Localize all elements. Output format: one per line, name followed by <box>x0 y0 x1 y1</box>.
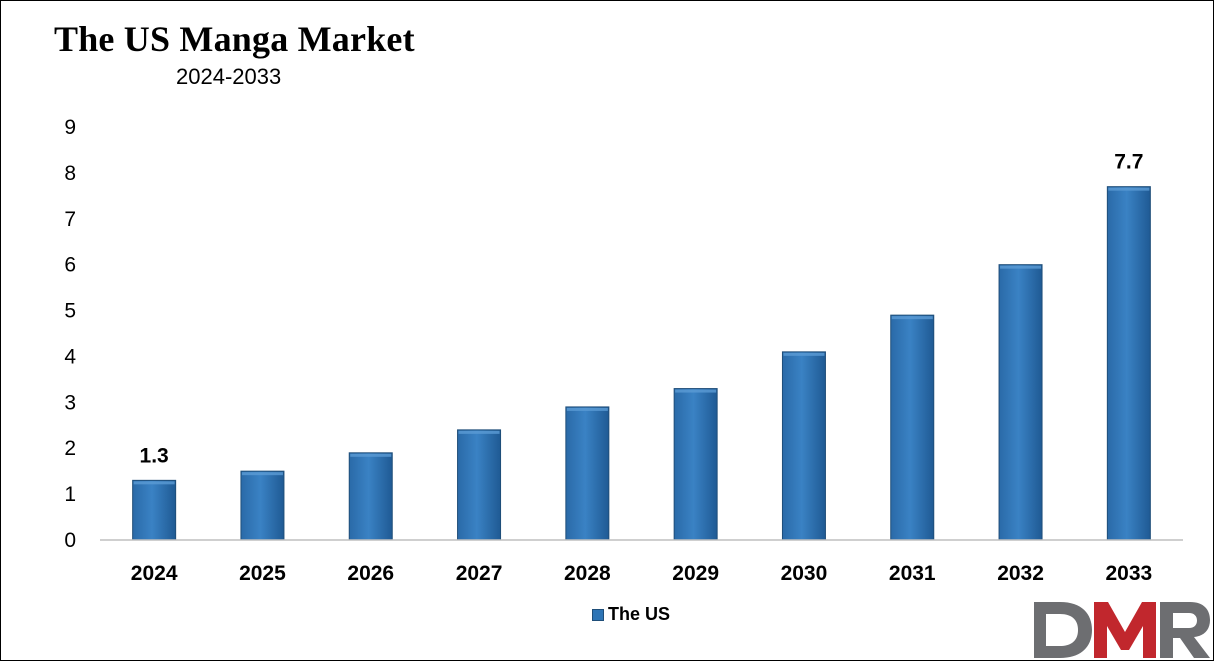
y-tick-label: 6 <box>64 254 76 277</box>
bar-highlight <box>133 481 175 485</box>
y-tick-label: 5 <box>64 300 76 323</box>
bar <box>132 479 177 541</box>
y-tick-label: 7 <box>64 208 76 231</box>
bar <box>457 429 502 541</box>
x-axis: 2024 2025 2026 2027 2028 2029 2030 2031 2032 2033 <box>100 539 1183 585</box>
bar <box>348 452 393 541</box>
y-tick-label: 1 <box>64 483 76 506</box>
x-tick-label: 2031 <box>889 562 936 585</box>
bar-highlight <box>783 352 825 356</box>
bar <box>781 351 826 541</box>
bar-highlight <box>675 389 717 393</box>
data-labels: 1.3 7.7 <box>140 151 1144 468</box>
bar-highlight <box>458 430 500 434</box>
bar <box>673 388 718 541</box>
legend: The US <box>592 604 670 625</box>
bar-group <box>132 186 1151 541</box>
legend-label: The US <box>608 604 671 624</box>
bar <box>890 314 935 541</box>
bar <box>565 406 610 541</box>
bar-highlight <box>1108 187 1150 191</box>
y-tick-label: 8 <box>64 162 76 185</box>
y-tick-label: 4 <box>64 345 76 368</box>
x-tick-label: 2025 <box>239 562 286 585</box>
x-tick-label: 2027 <box>456 562 503 585</box>
y-axis: 0 1 2 3 4 5 6 7 8 9 <box>64 116 76 552</box>
y-tick-label: 9 <box>64 116 76 139</box>
data-label: 7.7 <box>1114 151 1143 174</box>
bar <box>1106 186 1151 541</box>
legend-swatch <box>592 608 604 621</box>
bar-highlight <box>891 316 933 320</box>
x-tick-label: 2030 <box>781 562 828 585</box>
bar <box>240 470 285 541</box>
bar-highlight <box>241 472 283 476</box>
bar-highlight <box>350 453 392 457</box>
bar-highlight <box>1000 265 1042 269</box>
dmr-logo <box>1034 602 1210 658</box>
chart-subtitle: 2024-2033 <box>176 64 282 89</box>
chart-title: The US Manga Market <box>54 19 415 59</box>
x-tick-label: 2032 <box>997 562 1044 585</box>
x-tick-label: 2028 <box>564 562 611 585</box>
x-tick-label: 2024 <box>131 562 178 585</box>
bar <box>998 264 1043 541</box>
bar-highlight <box>566 407 608 411</box>
x-tick-label: 2026 <box>347 562 394 585</box>
x-tick-label: 2033 <box>1105 562 1152 585</box>
data-label: 1.3 <box>140 444 169 467</box>
y-tick-label: 3 <box>64 391 76 414</box>
y-tick-label: 0 <box>64 529 76 552</box>
y-tick-label: 2 <box>64 437 76 460</box>
x-tick-label: 2029 <box>672 562 719 585</box>
